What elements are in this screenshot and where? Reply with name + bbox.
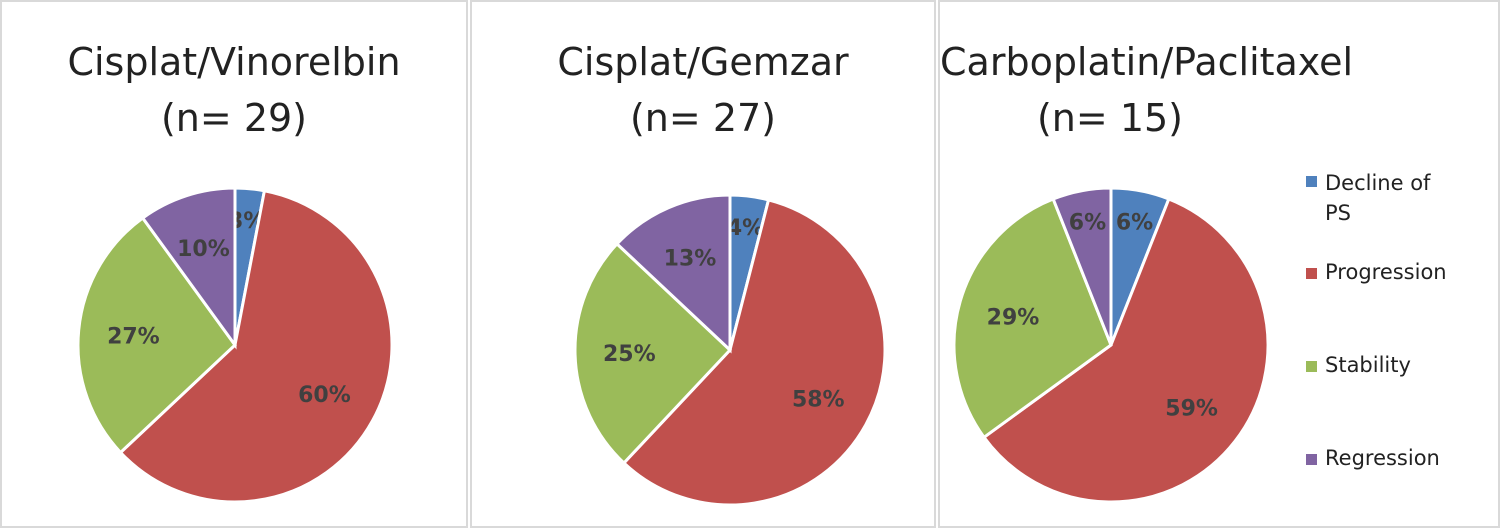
data-label: 60% (298, 383, 351, 408)
chart-subtitle: (n= 15) (1036, 96, 1183, 140)
legend-item: Regression (1306, 446, 1440, 470)
chart-panel-1: Cisplat/Vinorelbin (n= 29) 3% 60% 27% 10% (0, 0, 468, 528)
data-label: 6% (1116, 211, 1153, 236)
data-label: 59% (1165, 397, 1218, 422)
pie-slice-regression (1051, 186, 1113, 346)
chart-title: Cisplat/Gemzar (557, 40, 849, 84)
data-label: 10% (177, 237, 230, 262)
legend-item: Decline of PS (1306, 168, 1455, 228)
pie-slice-regression (140, 186, 237, 350)
chart-panel-2: Cisplat/Gemzar (n= 27) 4% 58% 25% 13% (470, 0, 936, 528)
chart-subtitle: (n= 29) (160, 96, 307, 140)
data-label: 29% (987, 306, 1040, 331)
pie-chart-2: 4%58%25%13% (573, 193, 887, 507)
legend-swatch (1306, 454, 1317, 465)
legend-item: Stability (1306, 353, 1411, 377)
legend-item: Progression (1306, 260, 1447, 284)
legend-swatch (1306, 361, 1317, 372)
legend-label: Regression (1325, 446, 1440, 470)
legend-swatch (1306, 176, 1317, 187)
legend-label: Decline of PS (1325, 171, 1431, 225)
chart-panel-3: Carboplatin/Paclitaxel (n= 15) 6% 59% 29% 6… (938, 0, 1500, 528)
pie-slice-stability (573, 241, 733, 466)
legend-swatch (1306, 268, 1317, 279)
data-label: 27% (107, 324, 160, 349)
data-label: 25% (603, 342, 656, 367)
data-label: 13% (664, 247, 717, 272)
pie-slice-stability (76, 215, 237, 455)
pie-chart-1: 3%60%27%10% (76, 186, 394, 504)
legend-label: Stability (1325, 353, 1411, 377)
pie-chart-3: 6% 59% 29% 6% (952, 186, 1270, 504)
data-label: 58% (792, 388, 845, 413)
pie-slice-progression (118, 189, 394, 504)
pie-slice-progression (981, 197, 1270, 504)
chart-title: Cisplat/Vinorelbin (67, 40, 401, 84)
pie-slice-stability (952, 197, 1113, 440)
pie-slice-regression (614, 193, 732, 354)
legend-label: Progression (1325, 260, 1447, 284)
pie-slice-progression (621, 198, 887, 507)
data-label: 6% (1069, 211, 1106, 236)
chart-subtitle: (n= 27) (629, 96, 776, 140)
